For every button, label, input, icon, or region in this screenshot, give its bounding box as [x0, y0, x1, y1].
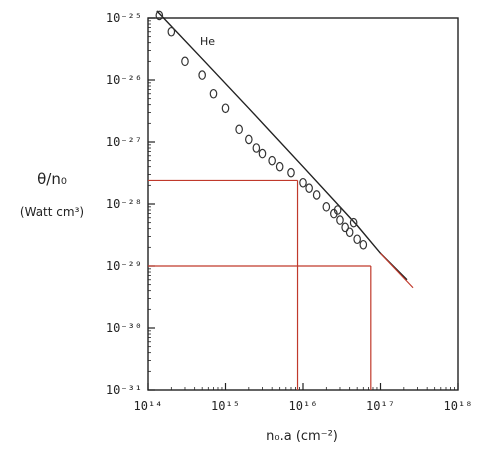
data-point [353, 234, 361, 245]
data-point [336, 215, 344, 225]
data-point [181, 56, 189, 67]
data-point [322, 202, 331, 212]
data-points [155, 10, 368, 250]
x-axis-label: n₀.a (cm⁻²) [266, 429, 338, 444]
data-point [167, 26, 176, 37]
data-point [198, 70, 206, 80]
data-point [299, 177, 307, 188]
data-point [252, 143, 261, 153]
y-tick-label: 10⁻²⁵ [106, 11, 142, 25]
data-point [333, 205, 342, 215]
data-point [268, 155, 276, 166]
data-point [235, 124, 243, 135]
y-tick-label: 10⁻²⁸ [106, 197, 142, 211]
series-annotation: He [200, 35, 215, 48]
data-point [221, 103, 230, 114]
data-point [312, 190, 321, 200]
x-tick-label: 10¹⁸ [444, 399, 473, 413]
data-point [345, 227, 354, 238]
fit-line-group [156, 10, 414, 289]
y-tick-label: 10⁻³¹ [106, 383, 142, 397]
y-axis-label-line2: (Watt cm³) [20, 205, 84, 219]
y-tick-label: 10⁻²⁶ [106, 73, 142, 87]
y-tick-label: 10⁻³⁰ [106, 321, 142, 335]
y-tick-label: 10⁻²⁷ [106, 135, 142, 149]
x-axis-ticks: 10¹⁴ 10¹⁵ 10¹⁶ 10¹⁷ 10¹⁸ [134, 383, 473, 413]
x-tick-label: 10¹⁴ [134, 399, 163, 413]
data-point [341, 222, 349, 233]
data-point [305, 183, 313, 193]
guide-lines [148, 179, 372, 390]
fit-line-extension [380, 252, 414, 289]
plot-frame [147, 17, 459, 391]
y-tick-label: 10⁻²⁹ [106, 259, 142, 273]
data-point [275, 161, 284, 172]
data-point [359, 239, 368, 250]
x-tick-label: 10¹⁶ [289, 399, 318, 413]
fit-line [156, 10, 408, 281]
y-axis-ticks: 10⁻³¹ 10⁻³⁰ 10⁻²⁹ 10⁻²⁸ 10⁻²⁷ 10⁻²⁶ 10⁻²⁵ [106, 11, 155, 397]
y-axis-label-line1: θ/n₀ [37, 170, 67, 188]
data-point [349, 217, 358, 228]
data-point [209, 88, 218, 99]
x-tick-label: 10¹⁵ [211, 399, 240, 413]
data-point [155, 10, 164, 21]
data-point [245, 134, 253, 145]
data-point [258, 148, 267, 159]
x-tick-label: 10¹⁷ [366, 399, 395, 413]
data-point [287, 167, 295, 178]
